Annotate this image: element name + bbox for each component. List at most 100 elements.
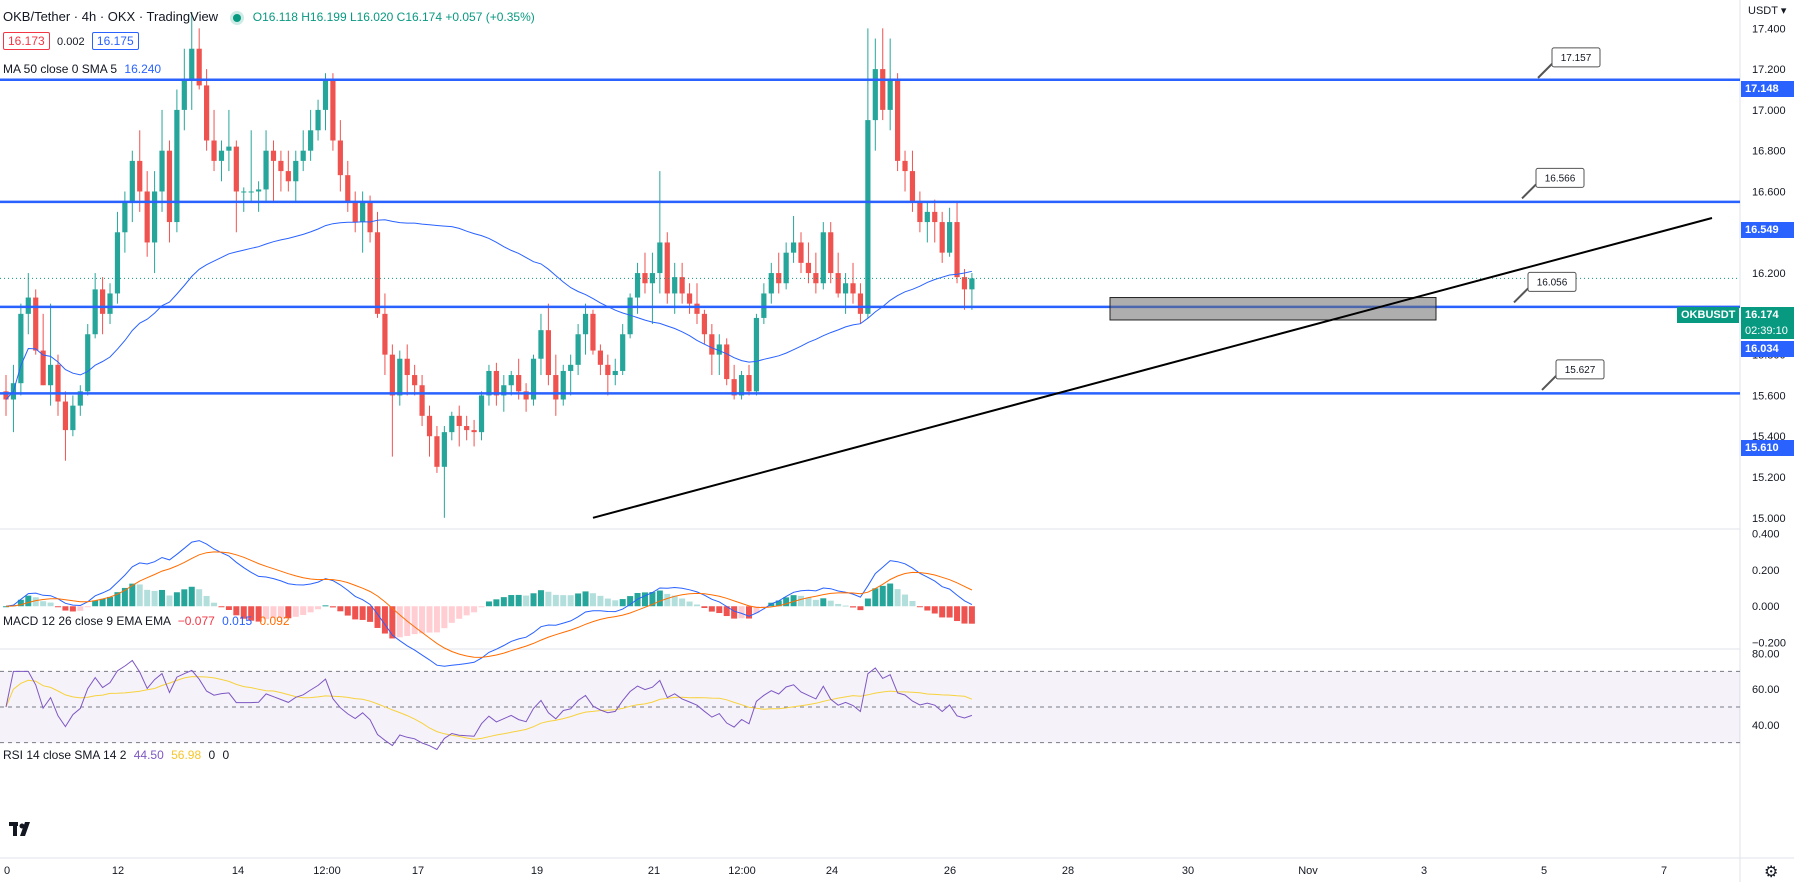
candle (270, 140, 277, 202)
candle (724, 338, 730, 386)
candle (523, 383, 529, 412)
macd-histogram-bar (352, 606, 359, 620)
candle-body (226, 146, 232, 151)
candle (701, 309, 708, 345)
candle-body (553, 375, 559, 400)
candle (478, 391, 485, 441)
price-tick-label: 15.000 (1752, 513, 1786, 525)
candle (412, 364, 418, 396)
macd-histogram-bar (25, 595, 32, 607)
candle-body (464, 426, 470, 431)
candle-body (538, 330, 544, 359)
candle-body (85, 334, 91, 392)
callout-box (1551, 47, 1601, 68)
candle (426, 405, 433, 457)
candle-body (560, 370, 566, 400)
macd-histogram-bar (129, 583, 136, 607)
macd-legend[interactable]: MACD 12 26 close 9 EMA EMA −0.077 0.015 … (3, 614, 290, 628)
candle (776, 252, 782, 294)
macd-histogram-bar (582, 591, 589, 607)
candle-body (508, 375, 514, 386)
candle-body (575, 334, 581, 365)
macd-histogram-bar (894, 589, 901, 607)
candle-body (360, 201, 366, 223)
candle-body (114, 232, 121, 294)
candle-body (887, 79, 893, 110)
rsi-value-4: 0 (222, 748, 230, 762)
candle-body (947, 222, 953, 253)
macd-histogram-bar (939, 606, 946, 618)
ask-price[interactable]: 16.175 (91, 32, 139, 50)
time-tick-label: 12:00 (313, 865, 341, 877)
macd-histogram-bar (240, 606, 247, 619)
candle (211, 109, 217, 172)
price-tick-label: 16.800 (1752, 146, 1786, 158)
candle (850, 262, 856, 304)
candle-body (92, 289, 98, 335)
macd-histogram-bar (300, 606, 307, 616)
currency-selector[interactable]: USDT ▾ (1748, 4, 1786, 17)
candle-body (969, 278, 975, 290)
candle (486, 364, 492, 406)
tradingview-logo-icon[interactable] (8, 818, 36, 840)
time-tick-label: 3 (1421, 865, 1427, 877)
ma-legend[interactable]: MA 50 close 0 SMA 5 16.240 (3, 62, 161, 76)
candle (285, 150, 291, 192)
candle-body (582, 313, 589, 335)
candle-body (122, 201, 128, 233)
macd-histogram-bar (411, 606, 418, 635)
time-tick-label: 17 (412, 865, 424, 877)
settings-gear-icon[interactable]: ⚙ (1764, 864, 1779, 881)
price-tick-label: 16.200 (1752, 268, 1786, 280)
macd-histogram-bar (69, 606, 76, 612)
price-tick-label: 15.200 (1752, 472, 1786, 484)
macd-histogram-bar (961, 606, 968, 624)
ohlc-values: O16.118 H16.199 L16.020 C16.174 +0.057 (… (252, 10, 535, 24)
candle-body (932, 211, 938, 223)
macd-histogram-bar (233, 606, 240, 616)
candle-body (77, 391, 83, 406)
rsi-line (5, 659, 973, 751)
candle-body (686, 293, 693, 304)
candle (337, 120, 343, 192)
macd-histogram-bar (478, 606, 485, 608)
macd-histogram-bar (32, 597, 39, 607)
candle-body (248, 191, 254, 193)
candle (813, 252, 819, 294)
time-tick-label: 28 (1062, 865, 1074, 877)
currency-label: USDT (1748, 5, 1778, 17)
candle-body (716, 344, 722, 355)
macd-histogram-bar (738, 606, 745, 619)
candle-body (278, 160, 284, 172)
rsi-value-2: 56.98 (171, 748, 202, 762)
callout-box (1555, 359, 1605, 380)
macd-histogram-bar (292, 606, 299, 617)
candle-body (753, 317, 760, 392)
candle (575, 324, 581, 376)
rsi-legend[interactable]: RSI 14 close SMA 14 2 44.50 56.98 0 0 (3, 748, 229, 762)
macd-histogram-bar (954, 606, 961, 622)
candle-body (738, 375, 745, 396)
macd-histogram-bar (701, 606, 708, 609)
macd-histogram-bar (575, 593, 582, 607)
rsi-tick-label: 40.00 (1752, 720, 1780, 732)
candle (538, 313, 544, 376)
candle-body (233, 146, 239, 192)
candle-body (382, 313, 388, 355)
ma-label: MA 50 close 0 SMA 5 (3, 62, 118, 76)
macd-histogram-bar (173, 592, 180, 607)
candle (679, 262, 685, 304)
candle (159, 109, 165, 212)
candle (367, 195, 373, 243)
ma50-line (5, 219, 973, 400)
macd-histogram-bar (708, 606, 715, 612)
macd-histogram-bar (367, 606, 374, 622)
candle (553, 354, 559, 416)
bid-price[interactable]: 16.173 (3, 32, 50, 50)
macd-histogram-bar (560, 595, 567, 607)
symbol-title[interactable]: OKB/Tether · 4h · OKX · TradingView (3, 9, 219, 24)
candle (627, 293, 633, 339)
candle (969, 273, 975, 310)
candle-body (835, 273, 841, 294)
